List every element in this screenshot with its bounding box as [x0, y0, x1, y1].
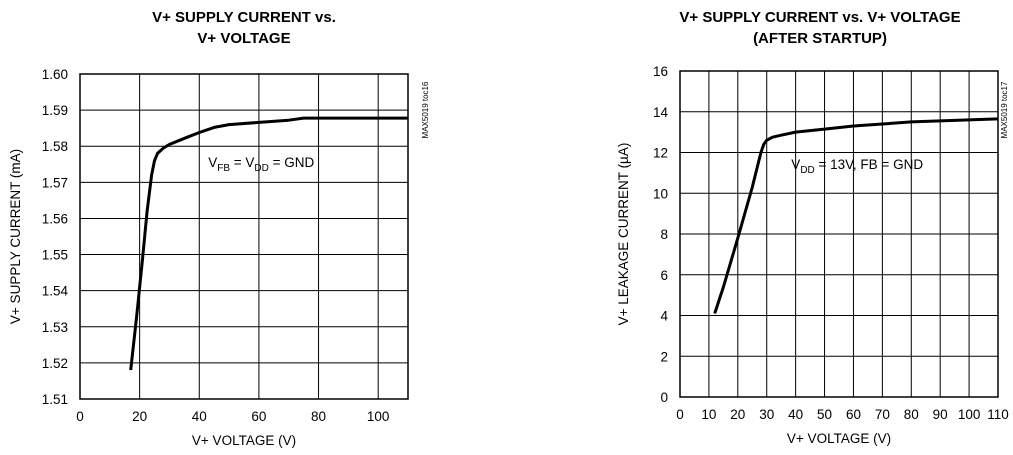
- y-tick-label: 2: [660, 349, 668, 364]
- x-tick-label: 50: [817, 407, 832, 422]
- x-tick-label: 0: [676, 407, 684, 422]
- y-tick-label: 12: [653, 146, 668, 161]
- y-tick-label: 8: [660, 227, 668, 242]
- x-tick-label: 0: [76, 409, 84, 424]
- x-tick-label: 40: [192, 409, 207, 424]
- y-tick-label: 1.53: [42, 320, 68, 335]
- x-tick-label: 10: [701, 407, 716, 422]
- annotation-subscript: DD: [254, 163, 268, 174]
- y-tick-label: 1.59: [42, 103, 68, 118]
- plot-frame: [79, 73, 409, 400]
- y-tick-label: 4: [660, 309, 668, 324]
- y-tick-label: 6: [660, 268, 668, 283]
- y-tick-label: 1.58: [42, 139, 68, 154]
- annotation-subscript: DD: [800, 165, 814, 176]
- annotation-text: V: [791, 157, 800, 172]
- x-tick-label: 60: [251, 409, 266, 424]
- y-tick-label: 0: [660, 390, 668, 405]
- x-tick-label: 80: [904, 407, 919, 422]
- x-axis-label: V+ VOLTAGE (V): [787, 431, 891, 446]
- x-tick-label: 70: [875, 407, 890, 422]
- series-line: [129, 116, 408, 371]
- figure-code-tag: MAX5019 toc17: [1000, 81, 1009, 138]
- y-tick-label: 14: [653, 105, 669, 120]
- x-tick-label: 20: [132, 409, 147, 424]
- series-line: [713, 117, 999, 314]
- y-tick-label: 1.56: [42, 211, 68, 226]
- x-tick-label: 40: [788, 407, 803, 422]
- x-tick-label: 20: [730, 407, 745, 422]
- annotation-text: V: [208, 155, 217, 170]
- chart-title-line: V+ SUPPLY CURRENT vs.: [152, 9, 336, 26]
- annotation-subscript: FB: [217, 163, 230, 174]
- x-axis-label: V+ VOLTAGE (V): [192, 433, 296, 448]
- x-tick-label: 110: [987, 407, 1009, 422]
- x-tick-label: 90: [933, 407, 948, 422]
- figure-code-tag: MAX5019 toc16: [421, 81, 430, 138]
- plot-frame: [679, 70, 999, 398]
- x-tick-label: 100: [958, 407, 981, 422]
- chart-supply-current-vs-voltage: V+ SUPPLY CURRENT vs. V+ VOLTAGE 0 20 40 60 80…: [8, 9, 430, 448]
- y-tick-label: 10: [653, 186, 668, 201]
- chart-title-line: V+ SUPPLY CURRENT vs. V+ VOLTAGE: [679, 9, 960, 26]
- x-tick-label: 30: [759, 407, 774, 422]
- y-tick-label: 1.55: [42, 248, 68, 263]
- y-tick-label: 1.60: [42, 67, 68, 82]
- y-tick-label: 1.52: [42, 356, 68, 371]
- chart-title-line: (AFTER STARTUP): [753, 30, 887, 47]
- chart-supply-current-after-startup: V+ SUPPLY CURRENT vs. V+ VOLTAGE (AFTER S…: [616, 9, 1009, 446]
- y-axis-label: V+ SUPPLY CURRENT (mA): [8, 149, 23, 324]
- y-tick-label: 1.54: [42, 284, 69, 299]
- y-axis-label: V+ LEAKAGE CURRENT (µA): [616, 143, 631, 326]
- x-tick-label: 60: [846, 407, 861, 422]
- y-tick-label: 16: [653, 64, 668, 79]
- annotation-label: VDD = 13V, FB = GND: [791, 157, 923, 176]
- annotation-label: VFB = VDD = GND: [208, 155, 314, 174]
- x-tick-label: 80: [311, 409, 326, 424]
- chart-title-line: V+ VOLTAGE: [197, 30, 290, 47]
- annotation-text: = 13V, FB = GND: [815, 157, 924, 172]
- annotation-text: = V: [230, 155, 254, 170]
- y-tick-label: 1.51: [42, 392, 68, 407]
- x-tick-label: 100: [367, 409, 390, 424]
- y-tick-label: 1.57: [42, 175, 68, 190]
- annotation-text: = GND: [269, 155, 315, 170]
